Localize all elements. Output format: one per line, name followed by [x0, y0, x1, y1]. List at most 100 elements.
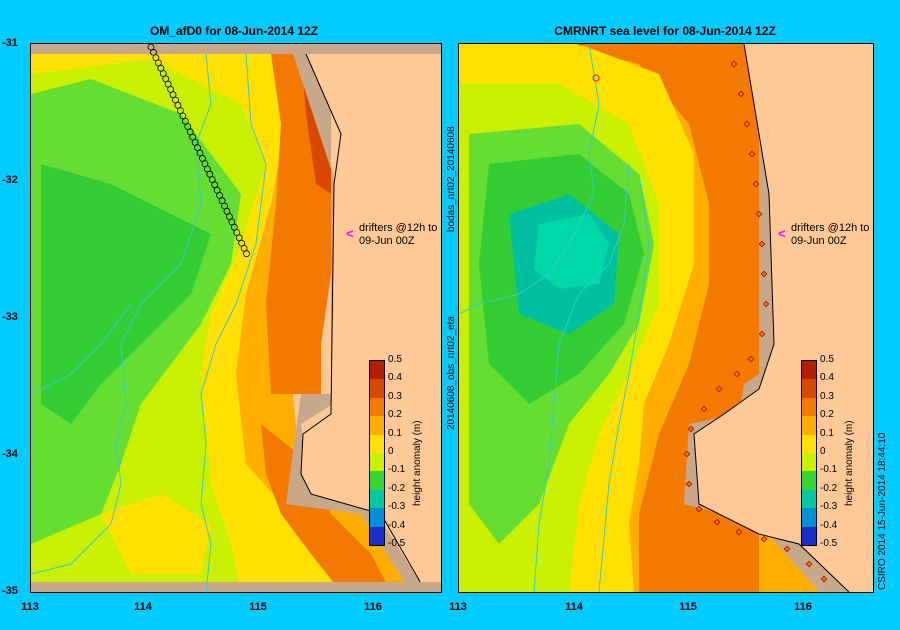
- x-tick-label: 113: [449, 601, 467, 613]
- obs-marker: [752, 180, 760, 188]
- drifter-marker: [243, 250, 250, 258]
- x-tick-label: 114: [565, 601, 583, 613]
- obs-marker: [760, 270, 768, 278]
- y-tick-label: -35: [2, 585, 18, 597]
- y-tick-label: -33: [2, 311, 18, 323]
- colorbar-segment: [802, 526, 816, 545]
- left-map-panel: [30, 43, 442, 593]
- contour-teal-inner: [534, 214, 609, 289]
- colorbar-segment: [802, 379, 816, 398]
- right-colorbar-label: height anomaly (m): [844, 420, 855, 506]
- bathy-contour: [31, 303, 132, 395]
- drifter-track: [147, 44, 250, 258]
- obs-marker: [730, 60, 738, 68]
- bathy-contour: [533, 163, 630, 592]
- obs-marker: [748, 150, 756, 158]
- obs-marker: [737, 90, 745, 98]
- colorbar-tick-label: 0.5: [388, 354, 402, 365]
- contour-orange-south: [639, 514, 689, 592]
- colorbar-tick-label: 0.1: [820, 427, 834, 439]
- colorbar-segment: [802, 397, 816, 417]
- colorbar-tick-label: 0.3: [388, 390, 402, 402]
- colorbar-segment: [370, 434, 384, 453]
- colorbar-tick-label: -0.5: [820, 538, 838, 549]
- colorbar-tick-label: 0.1: [388, 427, 402, 439]
- obs-marker: [758, 330, 766, 338]
- colorbar-tick-label: 0.3: [820, 390, 834, 402]
- y-tick-label: -31: [2, 37, 18, 49]
- colorbar-segment: [802, 452, 816, 472]
- colorbar-tick-label: 0.5: [820, 354, 834, 365]
- x-tick-label: 116: [364, 601, 382, 613]
- coastline: [300, 53, 427, 592]
- colorbar-tick-label: 0.4: [388, 372, 402, 384]
- coastline: [693, 44, 850, 592]
- obs-marker: [762, 300, 770, 308]
- y-tick-label: -32: [2, 174, 18, 186]
- colorbar-tick-label: 0.4: [820, 372, 834, 384]
- bathy-contour: [31, 53, 212, 575]
- colorbar-segment: [370, 416, 384, 435]
- colorbar-tick-label: 0: [820, 446, 826, 457]
- obs-marker: [715, 385, 723, 393]
- obs-marker: [695, 505, 703, 513]
- colorbar-tick-label: -0.4: [388, 519, 406, 531]
- colorbar-segment: [802, 471, 816, 490]
- obs-label: 20140608_obs_nrt02_eta: [446, 316, 457, 430]
- colorbar-tick-label: -0.3: [388, 501, 406, 513]
- colorbar-segment: [802, 508, 816, 527]
- x-tick-label: 115: [249, 601, 267, 613]
- left-colorbar: [369, 360, 385, 546]
- colorbar-tick-label: 0.2: [820, 409, 834, 421]
- colorbar-tick-label: -0.2: [388, 482, 406, 494]
- x-tick-label: 116: [794, 601, 812, 613]
- bathy-contour: [598, 173, 650, 592]
- obs-marker: [755, 210, 763, 218]
- obs-marker: [683, 450, 691, 458]
- land-mass: [694, 44, 873, 592]
- obs-marker: [735, 528, 743, 536]
- bodas-label: bodas_nrt02_20140608: [446, 126, 457, 232]
- colorbar-segment: [370, 471, 384, 490]
- colorbar-tick-label: -0.1: [388, 464, 406, 476]
- colorbar-tick-label: 0.2: [388, 409, 402, 421]
- grey-strip-top: [31, 44, 441, 54]
- x-tick-label: 115: [679, 601, 697, 613]
- x-tick-label: 114: [134, 601, 152, 613]
- drifter-arrow-icon: <: [346, 226, 354, 241]
- right-drifter-annotation: drifters @12h to 09-Jun 00Z: [791, 222, 870, 247]
- colorbar-tick-label: -0.3: [820, 501, 838, 513]
- colorbar-tick-label: -0.1: [820, 464, 838, 476]
- colorbar-tick-label: -0.5: [388, 538, 406, 549]
- colorbar-segment: [802, 434, 816, 453]
- obs-marker: [713, 518, 721, 526]
- colorbar-segment: [370, 526, 384, 545]
- left-map-svg: [31, 44, 441, 592]
- bathy-contour: [459, 44, 600, 315]
- obs-marker: [733, 370, 741, 378]
- colorbar-segment: [370, 379, 384, 398]
- obs-marker: [783, 545, 791, 553]
- colorbar-tick-label: -0.2: [820, 482, 838, 494]
- colorbar-segment: [370, 489, 384, 509]
- colorbar-segment: [370, 452, 384, 472]
- colorbar-segment: [802, 489, 816, 509]
- colorbar-segment: [370, 508, 384, 527]
- observation-markers: [578, 44, 828, 583]
- land-mass: [301, 54, 441, 592]
- colorbar-segment: [370, 361, 384, 380]
- obs-marker: [592, 74, 600, 82]
- contour-yellow-patch: [101, 494, 211, 574]
- colorbar-segment: [802, 416, 816, 435]
- obs-marker: [820, 575, 828, 583]
- colorbar-segment: [802, 361, 816, 380]
- obs-marker: [687, 425, 695, 433]
- obs-marker: [578, 44, 584, 46]
- obs-marker: [805, 560, 813, 568]
- drifter-arrow-icon: <: [778, 226, 786, 241]
- left-colorbar-label: height anomaly (m): [412, 420, 423, 506]
- contour-darkgreen: [41, 164, 211, 424]
- obs-marker: [685, 480, 693, 488]
- obs-marker: [747, 355, 755, 363]
- left-panel-title: OM_afD0 for 08-Jun-2014 12Z: [149, 24, 319, 38]
